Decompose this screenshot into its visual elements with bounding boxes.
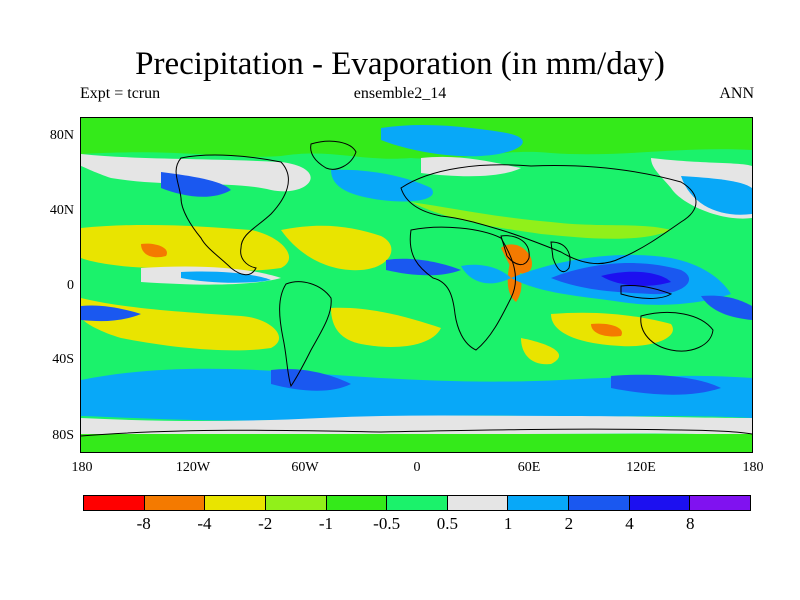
ensemble-label: ensemble2_14 <box>353 85 447 102</box>
south-indian-dry-max <box>591 323 622 337</box>
colorbar-swatch <box>569 496 630 510</box>
alaska-gulf-wet <box>161 172 231 197</box>
lon-label-180e: 180 <box>742 460 764 475</box>
colorbar-swatch <box>265 496 327 510</box>
north-atlantic-subtropics <box>281 225 392 271</box>
south-atlantic-subtropics <box>331 307 441 347</box>
lon-label-120w: 120W <box>175 460 211 475</box>
warm-pool-max <box>601 271 671 286</box>
lat-label-40s: 40S <box>52 352 74 367</box>
arctic-wet-patch <box>381 125 523 157</box>
colorbar-swatch <box>629 496 691 510</box>
coastlines <box>81 140 752 437</box>
map-plot <box>80 117 753 453</box>
colorbar-swatch <box>205 496 266 510</box>
season-label: ANN <box>719 85 754 102</box>
colorbar-label: 8 <box>686 514 695 533</box>
colorbar-swatch <box>690 496 751 510</box>
colorbar-swatch <box>326 496 388 510</box>
map-svg <box>81 118 752 452</box>
colorbar-label: 4 <box>625 514 634 533</box>
lat-label-80s: 80S <box>52 428 74 443</box>
antarctica <box>81 434 752 452</box>
colorbar-label: 1 <box>503 514 513 533</box>
coastline <box>400 164 697 265</box>
south-africa-coast-dry <box>521 338 560 365</box>
south-of-australia-wet <box>611 374 721 395</box>
colorbar-label: 0.5 <box>436 514 458 533</box>
lat-label-40n: 40N <box>49 203 74 218</box>
coastline <box>279 281 332 388</box>
colorbar <box>83 495 751 511</box>
coastline <box>550 241 571 273</box>
experiment-label: Expt = tcrun <box>80 85 161 102</box>
lat-label-0: 0 <box>67 278 74 293</box>
lon-label-120e: 120E <box>626 460 656 475</box>
itcz-atlantic <box>386 258 461 276</box>
coastline <box>310 140 357 170</box>
north-pacific-grey <box>81 154 311 192</box>
colorbar-label: -4 <box>197 514 212 533</box>
colorbar-label: -8 <box>136 514 151 533</box>
coastline <box>175 154 289 276</box>
somali-dry <box>507 258 522 302</box>
north-pacific-subtropics <box>81 224 290 271</box>
colorbar-swatch <box>144 496 206 510</box>
spcz-west <box>701 295 752 320</box>
itcz-east-pacific <box>181 271 271 283</box>
coastline <box>500 235 530 265</box>
antarctic-margin-grey <box>81 415 752 436</box>
kuroshio-wet <box>681 176 752 215</box>
colorbar-swatch <box>84 496 145 510</box>
lon-label-180w: 180 <box>71 460 93 475</box>
colorbar-swatch <box>387 496 448 510</box>
colorbar-label: 2 <box>564 514 574 533</box>
lon-label-60w: 60W <box>291 460 319 475</box>
north-pacific-dry-max <box>141 243 167 258</box>
southern-ocean-track <box>81 368 752 421</box>
pe-field-regions <box>81 118 752 452</box>
colorbar-swatch <box>447 496 509 510</box>
colorbar-label: -1 <box>318 514 333 533</box>
lon-label-60e: 60E <box>517 460 541 475</box>
spcz-east <box>81 305 141 322</box>
africa-wet <box>461 264 511 284</box>
coastline <box>640 311 714 352</box>
plot-title: Precipitation - Evaporation (in mm/day) <box>135 46 665 82</box>
lon-label-0: 0 <box>413 460 421 475</box>
coastline <box>620 285 673 299</box>
coastline <box>81 428 752 437</box>
colorbar-label: -2 <box>258 514 273 533</box>
coastline <box>409 226 517 351</box>
lat-label-80n: 80N <box>49 128 74 143</box>
mid-lat-dry-strip <box>411 202 671 239</box>
colorbar-swatch <box>508 496 570 510</box>
colorbar-label: -0.5 <box>373 514 401 533</box>
north-atlantic-wet <box>331 169 433 202</box>
